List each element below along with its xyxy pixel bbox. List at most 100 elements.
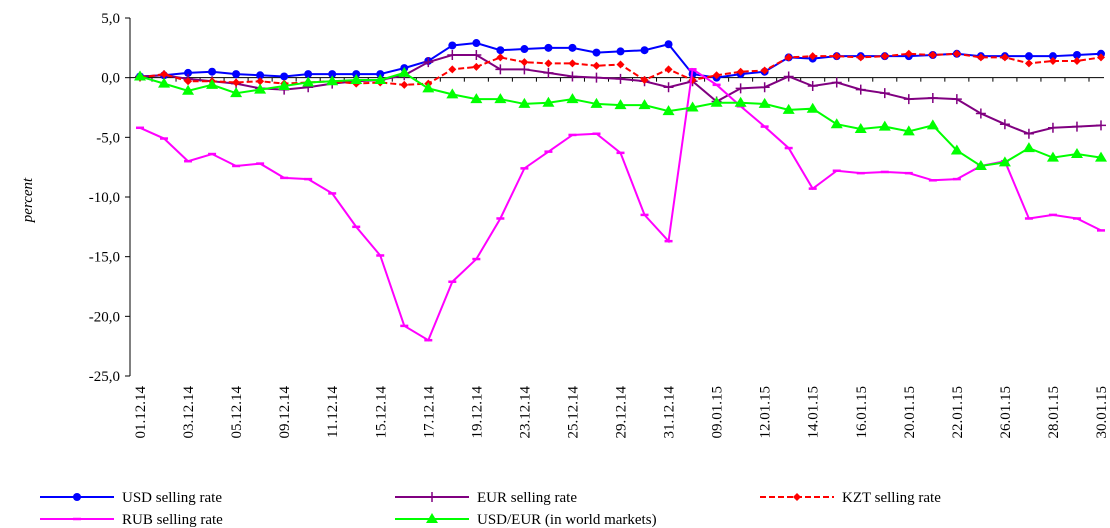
- legend-label: RUB selling rate: [122, 512, 223, 528]
- series-marker: [854, 122, 867, 133]
- series-marker: [782, 103, 795, 114]
- series-marker: [880, 52, 889, 61]
- series-marker: [206, 78, 219, 89]
- x-tick-label: 19.12.14: [469, 386, 485, 439]
- series-marker: [496, 46, 505, 55]
- series-marker: [256, 71, 265, 80]
- series-marker: [1072, 56, 1081, 65]
- series-marker: [736, 67, 745, 76]
- series-marker: [423, 57, 434, 68]
- legend-label: USD selling rate: [122, 490, 222, 506]
- x-tick-label: 09.01.15: [710, 386, 726, 439]
- x-tick-label: 11.12.14: [325, 386, 341, 438]
- x-tick-label: 23.12.14: [517, 386, 533, 439]
- series-marker: [567, 71, 578, 82]
- x-tick-label: 26.01.15: [998, 386, 1014, 439]
- legend-item: USD/EUR (in world markets): [395, 512, 657, 528]
- series-marker: [495, 64, 506, 75]
- legend-item: USD selling rate: [40, 490, 222, 506]
- series-marker: [614, 99, 627, 110]
- legend-marker: [426, 513, 438, 523]
- series-marker: [663, 82, 674, 93]
- series-marker: [638, 99, 651, 110]
- series-marker: [902, 125, 915, 136]
- series-marker: [783, 71, 794, 82]
- series-marker: [616, 60, 625, 69]
- series-marker: [374, 74, 387, 85]
- series-marker: [806, 102, 819, 113]
- series-marker: [543, 67, 554, 78]
- series-marker: [542, 96, 555, 107]
- series-marker: [471, 49, 482, 60]
- series-marker: [447, 49, 458, 60]
- legend-marker: [793, 493, 801, 501]
- x-tick-label: 05.12.14: [229, 386, 245, 439]
- series-marker: [1046, 151, 1059, 162]
- series-marker: [952, 49, 961, 58]
- series-marker: [615, 73, 626, 84]
- x-tick-label: 03.12.14: [181, 386, 197, 439]
- legend-label: USD/EUR (in world markets): [477, 512, 657, 528]
- series-marker: [832, 52, 841, 61]
- legend-item: RUB selling rate: [40, 512, 223, 528]
- series-marker: [808, 52, 817, 61]
- x-tick-label: 28.01.15: [1046, 386, 1062, 439]
- series-marker: [904, 49, 913, 58]
- series-marker: [928, 50, 937, 59]
- series-marker: [566, 93, 579, 104]
- series-marker: [735, 83, 746, 94]
- series-marker: [640, 46, 649, 55]
- y-tick-label: -10,0: [89, 190, 120, 206]
- series-marker: [520, 45, 529, 54]
- series-marker: [926, 119, 939, 130]
- legend-item: EUR selling rate: [395, 490, 577, 506]
- series-marker: [975, 108, 986, 119]
- series-marker: [1024, 59, 1033, 68]
- series-marker: [927, 92, 938, 103]
- series-marker: [134, 70, 146, 81]
- series-marker: [662, 105, 675, 116]
- series-marker: [398, 66, 411, 77]
- series-marker: [158, 77, 171, 88]
- series-marker: [878, 120, 891, 131]
- series-marker: [446, 88, 459, 99]
- series-marker: [855, 84, 866, 95]
- series-marker: [1095, 151, 1107, 162]
- series-marker: [807, 81, 818, 92]
- series-marker: [856, 53, 865, 62]
- series-marker: [494, 93, 507, 104]
- series-marker: [472, 39, 481, 48]
- series-marker: [712, 71, 721, 80]
- series-marker: [280, 72, 289, 81]
- series-line: [139, 67, 1102, 342]
- series-marker: [1023, 128, 1034, 139]
- y-tick-label: -20,0: [89, 309, 120, 325]
- series-marker: [568, 43, 577, 52]
- series-marker: [520, 58, 529, 67]
- series-marker: [664, 65, 673, 74]
- y-axis-label: percent: [20, 177, 36, 223]
- series-marker: [1097, 53, 1105, 62]
- x-tick-label: 22.01.15: [950, 386, 966, 439]
- series-marker: [686, 101, 699, 112]
- series-marker: [304, 70, 313, 79]
- series-marker: [734, 96, 747, 107]
- series-marker: [831, 77, 842, 88]
- series-marker: [1071, 121, 1082, 132]
- series-marker: [1024, 52, 1033, 61]
- series-marker: [1070, 148, 1083, 159]
- series-marker: [591, 72, 602, 83]
- series-marker: [1048, 56, 1057, 65]
- series-marker: [232, 78, 241, 87]
- x-tick-label: 12.01.15: [758, 386, 774, 439]
- series-marker: [160, 70, 169, 79]
- legend-item: KZT selling rate: [760, 490, 941, 506]
- series-marker: [1072, 50, 1081, 59]
- y-tick-label: 5,0: [101, 11, 120, 27]
- series-marker: [999, 119, 1010, 130]
- x-tick-label: 15.12.14: [373, 386, 389, 439]
- x-tick-label: 17.12.14: [421, 386, 437, 439]
- x-tick-label: 29.12.14: [614, 386, 630, 439]
- y-tick-label: -15,0: [89, 250, 120, 266]
- series-marker: [254, 83, 267, 94]
